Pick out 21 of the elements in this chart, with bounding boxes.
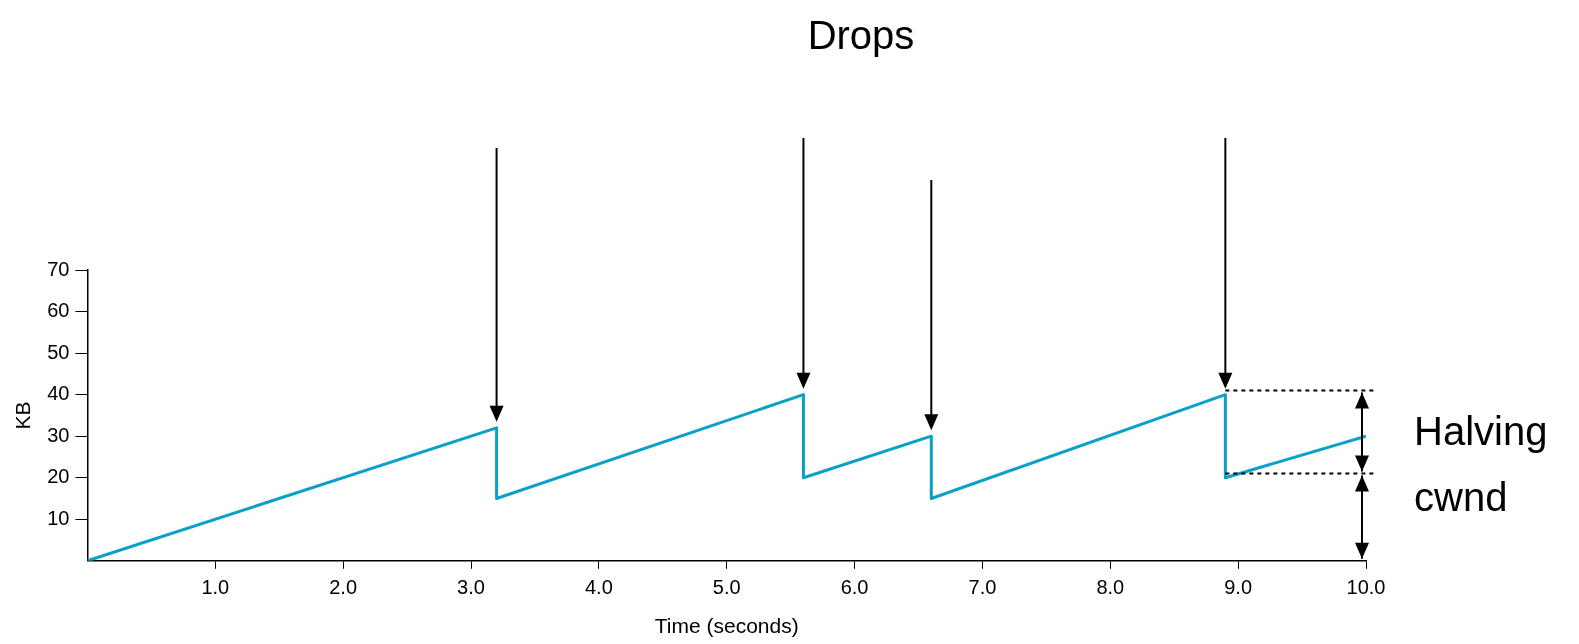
x-tick-label: 7.0	[968, 576, 997, 599]
x-tick-label: 9.0	[1224, 576, 1253, 599]
y-tick-label: 70	[47, 257, 70, 280]
x-tick-label: 3.0	[457, 576, 485, 599]
x-tick-label: 10.0	[1346, 576, 1386, 599]
y-axis-title: KB	[11, 401, 35, 430]
x-tick-label: 5.0	[712, 576, 741, 599]
x-tick-label: 8.0	[1096, 576, 1125, 599]
x-axis-title: Time (seconds)	[654, 614, 799, 638]
x-tick-label: 1.0	[201, 576, 230, 599]
chart-title: Drops	[807, 13, 915, 58]
y-tick-label: 60	[47, 299, 70, 322]
y-tick-label: 10	[47, 506, 70, 529]
x-tick-label: 2.0	[329, 576, 358, 599]
x-tick-label: 4.0	[584, 576, 613, 599]
y-tick-label: 50	[47, 340, 70, 363]
text: Halving cwnd	[1414, 408, 1548, 519]
y-tick-label: 20	[47, 465, 70, 488]
y-tick-label: 30	[47, 423, 70, 446]
x-tick-label: 6.0	[840, 576, 869, 599]
y-tick-label: 40	[47, 382, 70, 405]
